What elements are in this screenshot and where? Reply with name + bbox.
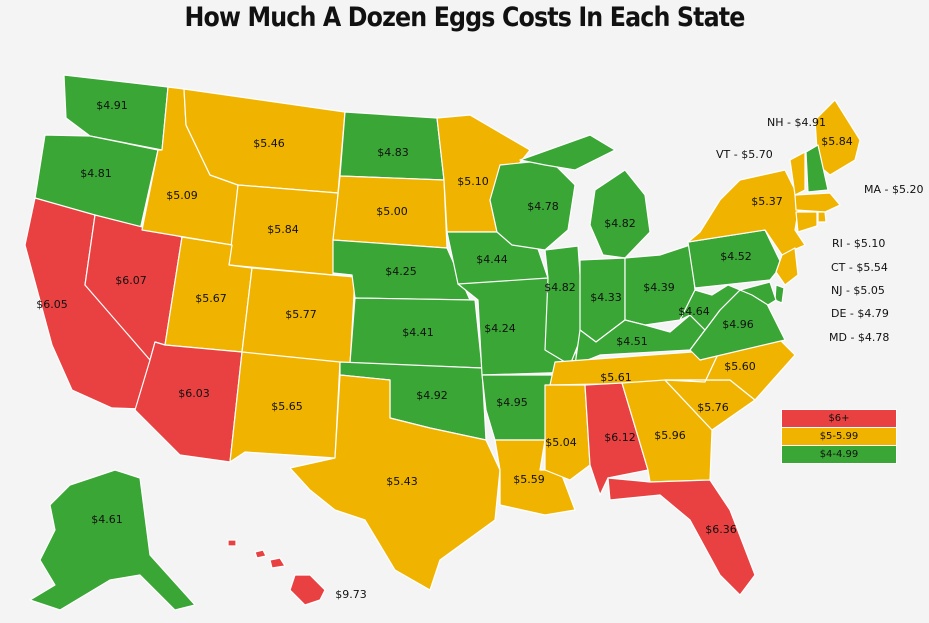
legend: $6+ $5-5.99 $4-4.99 xyxy=(781,409,897,464)
map-title: How Much A Dozen Eggs Costs In Each Stat… xyxy=(184,2,746,33)
price-label-al: $6.12 xyxy=(604,431,636,444)
price-label-ok: $4.92 xyxy=(416,389,448,402)
state-nc xyxy=(664,339,796,401)
price-label-oh: $4.39 xyxy=(643,281,675,294)
price-label-ca: $6.05 xyxy=(36,298,68,311)
price-label-ga: $5.96 xyxy=(654,429,686,442)
state-de xyxy=(774,284,785,304)
price-label-mt: $5.46 xyxy=(253,137,285,150)
price-label-me: $5.84 xyxy=(821,135,853,148)
price-label-tn: $5.61 xyxy=(600,371,632,384)
side-label-ri: RI - $5.10 xyxy=(832,237,885,250)
price-label-mn: $5.10 xyxy=(457,175,489,188)
price-label-ak: $4.61 xyxy=(91,513,123,526)
price-label-wa: $4.91 xyxy=(96,99,128,112)
price-label-ut: $5.67 xyxy=(195,292,227,305)
state-tx xyxy=(289,374,501,591)
price-label-id: $5.09 xyxy=(166,189,198,202)
price-label-nv: $6.07 xyxy=(115,274,147,287)
side-label-nj: NJ - $5.05 xyxy=(831,284,885,297)
state-la xyxy=(494,439,576,516)
state-ri xyxy=(817,211,827,223)
price-label-sc: $5.76 xyxy=(697,401,729,414)
price-label-la: $5.59 xyxy=(513,473,545,486)
legend-item-red: $6+ xyxy=(781,409,897,428)
side-label-de: DE - $4.79 xyxy=(831,307,889,320)
price-label-mi: $4.82 xyxy=(604,217,636,230)
price-label-wv: $4.64 xyxy=(678,305,710,318)
state-ms xyxy=(544,384,591,481)
price-label-tx: $5.43 xyxy=(386,475,418,488)
legend-item-green: $4-4.99 xyxy=(781,445,897,464)
price-label-wy: $5.84 xyxy=(267,223,299,236)
price-label-or: $4.81 xyxy=(80,167,112,180)
price-label-ny: $5.37 xyxy=(751,195,783,208)
legend-item-gold: $5-5.99 xyxy=(781,427,897,446)
price-label-va: $4.96 xyxy=(722,318,754,331)
state-nm xyxy=(229,351,341,463)
price-label-ks: $4.41 xyxy=(402,326,434,339)
state-ny xyxy=(687,169,806,256)
price-label-ky: $4.51 xyxy=(616,335,648,348)
state-ak xyxy=(29,469,196,611)
state-ct xyxy=(795,211,818,233)
state-az xyxy=(134,341,243,463)
price-label-nc: $5.60 xyxy=(724,360,756,373)
price-label-nd: $4.83 xyxy=(377,146,409,159)
price-label-in: $4.33 xyxy=(590,291,622,304)
price-label-az: $6.03 xyxy=(178,387,210,400)
price-label-ms: $5.04 xyxy=(545,436,577,449)
price-label-mo: $4.24 xyxy=(484,322,516,335)
state-vt xyxy=(789,151,806,196)
side-label-vt: VT - $5.70 xyxy=(716,148,773,161)
state-hi xyxy=(227,539,326,606)
state-mi xyxy=(519,134,651,259)
price-label-ne: $4.25 xyxy=(385,265,417,278)
state-nj xyxy=(775,247,799,286)
side-label-ma: MA - $5.20 xyxy=(864,183,923,196)
price-label-wi: $4.78 xyxy=(527,200,559,213)
price-label-il: $4.82 xyxy=(544,281,576,294)
side-label-md: MD - $4.78 xyxy=(829,331,889,344)
price-label-hi: $9.73 xyxy=(335,588,367,601)
price-label-nm: $5.65 xyxy=(271,400,303,413)
price-label-pa: $4.52 xyxy=(720,250,752,263)
state-md xyxy=(739,281,777,306)
price-label-sd: $5.00 xyxy=(376,205,408,218)
price-label-ar: $4.95 xyxy=(496,396,528,409)
state-ma xyxy=(794,192,841,213)
price-label-fl: $6.36 xyxy=(705,523,737,536)
side-label-nh: NH - $4.91 xyxy=(767,116,826,129)
price-label-co: $5.77 xyxy=(285,308,317,321)
state-nh xyxy=(805,144,829,193)
price-label-ia: $4.44 xyxy=(476,253,508,266)
state-fl xyxy=(607,477,756,596)
side-label-ct: CT - $5.54 xyxy=(831,261,888,274)
